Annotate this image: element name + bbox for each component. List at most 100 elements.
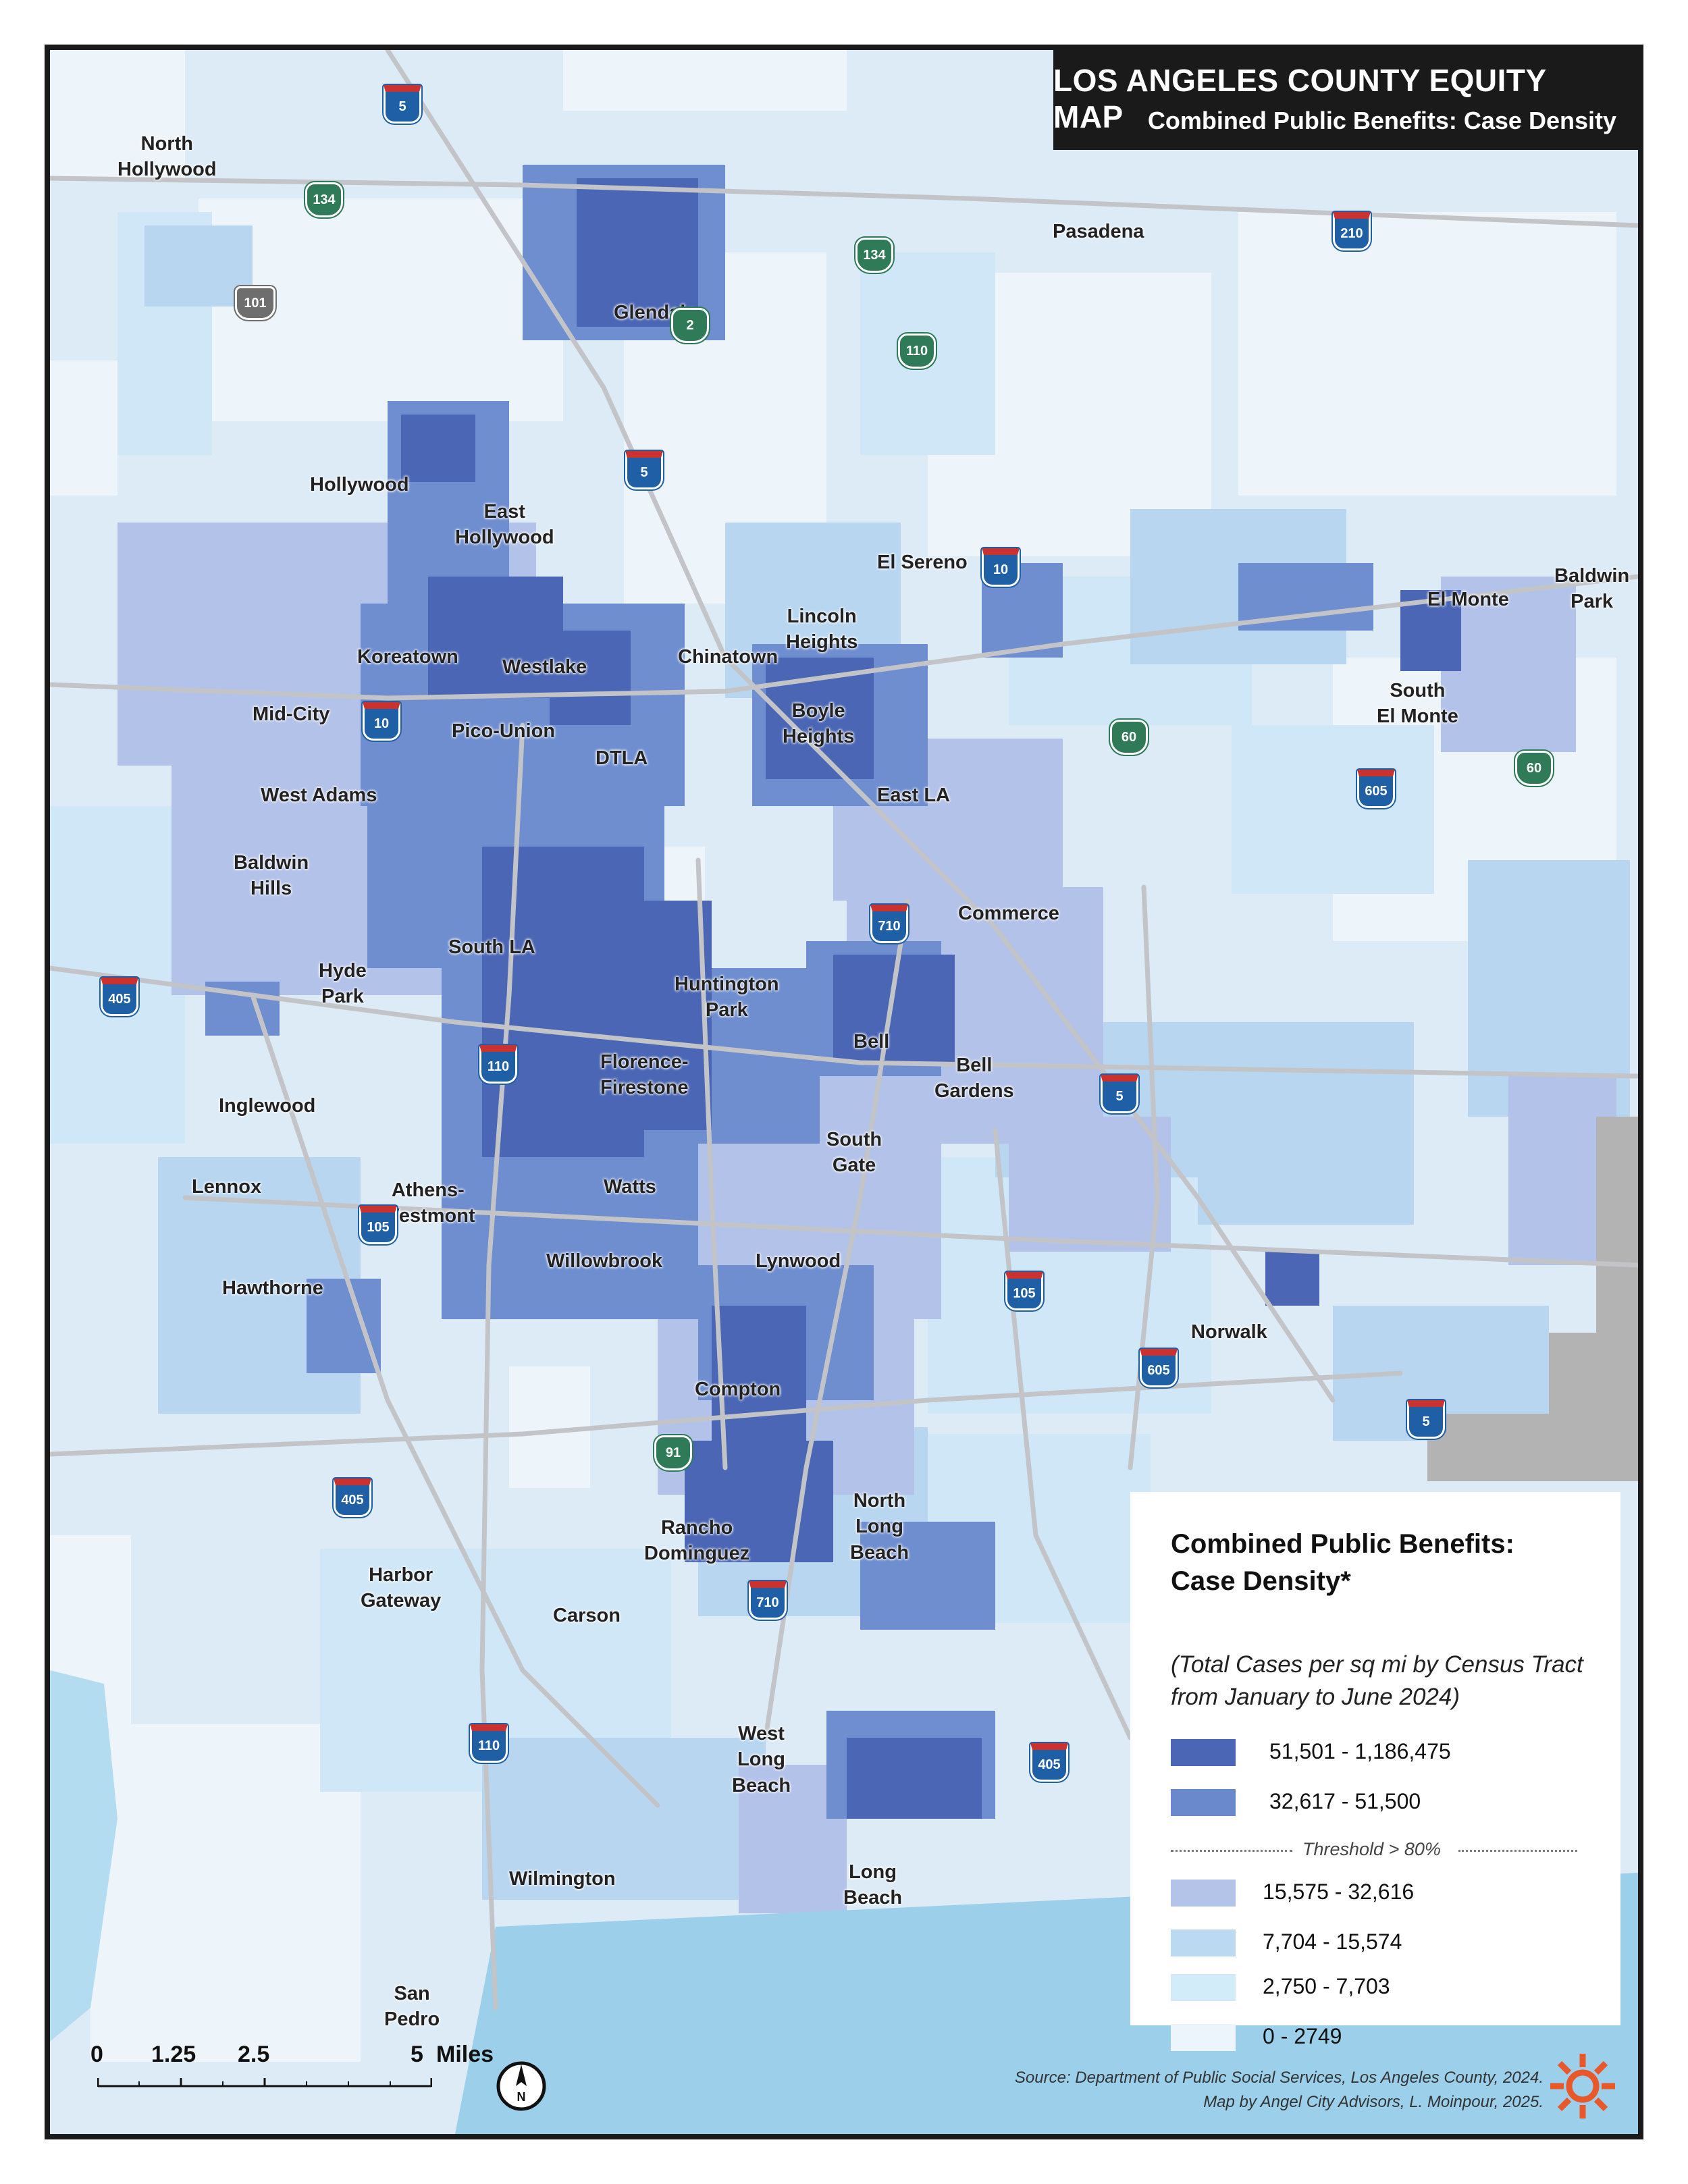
place-label: South LA xyxy=(448,936,535,958)
place-label: Lynwood xyxy=(756,1250,841,1272)
legend-threshold: Threshold > 80% xyxy=(1171,1839,1577,1859)
place-label: East LA xyxy=(877,784,950,806)
place-label: Wilmington xyxy=(509,1868,616,1890)
legend-swatch xyxy=(1171,1739,1236,1766)
place-label: Inglewood xyxy=(219,1095,316,1117)
interstate-highway-shield-icon: 105 xyxy=(359,1206,397,1244)
scale-bar-graphic xyxy=(97,2078,432,2087)
interstate-highway-shield-icon: 5 xyxy=(625,451,663,489)
place-label: North Hollywood xyxy=(117,133,217,181)
legend-label: 2,750 - 7,703 xyxy=(1263,1974,1390,1998)
place-label: El Monte xyxy=(1427,589,1509,610)
place-label: Huntington Park xyxy=(675,974,779,1021)
place-label: Chinatown xyxy=(678,646,779,668)
interstate-highway-shield-icon: 10 xyxy=(363,702,400,741)
map-title: LOS ANGELES COUNTY EQUITY MAP xyxy=(1053,63,1546,134)
legend-swatch xyxy=(1171,1880,1236,1907)
state-highway-shield-icon: 60 xyxy=(1515,751,1553,786)
place-label: Pasadena xyxy=(1053,221,1144,242)
title-box: LOS ANGELES COUNTY EQUITY MAP Combined P… xyxy=(1053,50,1638,150)
place-label: East Hollywood xyxy=(455,501,554,549)
interstate-highway-shield-icon: 10 xyxy=(982,548,1020,587)
place-label: San Pedro xyxy=(384,1983,440,2031)
interstate-highway-shield-icon: 5 xyxy=(1101,1075,1138,1113)
place-label: Hollywood xyxy=(310,474,409,496)
highway-lines xyxy=(50,50,1638,2010)
place-label: North Long Beach xyxy=(850,1490,909,1564)
legend-swatch xyxy=(1171,1974,1236,2001)
legend-row-class-2: 32,617 - 51,500 xyxy=(1171,1785,1603,1819)
interstate-highway-shield-icon: 110 xyxy=(470,1724,508,1763)
legend-row-class-6: 0 - 2749 xyxy=(1171,2020,1603,2054)
interstate-highway-shield-icon: 710 xyxy=(749,1581,787,1620)
interstate-highway-shield-icon: 405 xyxy=(101,978,138,1016)
map-frame: North Hollywood Pasadena Glendale Hollywood… xyxy=(45,45,1643,2139)
legend-note: (Total Cases per sq mi by Census Tract f… xyxy=(1171,1651,1583,1711)
place-label: South El Monte xyxy=(1377,680,1458,728)
angel-city-advisors-logo-icon xyxy=(1550,2054,1615,2119)
scale-tick-0: 0 xyxy=(90,2042,103,2067)
place-label: Pico-Union xyxy=(452,720,556,742)
place-label: DTLA xyxy=(596,747,648,769)
legend-lower-rows: 2,750 - 7,703 0 - 2749 xyxy=(1130,1970,1562,2119)
interstate-highway-shield-icon: 710 xyxy=(870,905,908,943)
place-label: Norwalk xyxy=(1191,1321,1267,1343)
scale-tick-2: 2.5 xyxy=(238,2042,270,2067)
state-highway-shield-icon: 134 xyxy=(305,182,343,217)
legend-swatch xyxy=(1171,1789,1236,1816)
place-label: Westlake xyxy=(502,656,587,678)
state-highway-shield-icon: 91 xyxy=(654,1435,692,1470)
place-label: West Long Beach xyxy=(732,1723,791,1796)
legend-title: Combined Public Benefits: Case Density* xyxy=(1171,1529,1514,1597)
state-highway-shield-icon: 134 xyxy=(855,238,893,273)
place-label: Long Beach xyxy=(843,1861,903,1909)
legend-row-class-3: 15,575 - 32,616 xyxy=(1171,1875,1603,1909)
place-label: Bell Gardens xyxy=(934,1055,1014,1102)
place-label: Commerce xyxy=(958,903,1059,924)
place-label: Hawthorne xyxy=(222,1277,323,1299)
place-label: Harbor Gateway xyxy=(361,1564,442,1612)
legend-label: 7,704 - 15,574 xyxy=(1263,1929,1402,1954)
place-label: Carson xyxy=(553,1605,621,1626)
class-1-areas xyxy=(401,178,1461,1819)
scale-tick-1: 1.25 xyxy=(151,2042,196,2067)
outside-county-area xyxy=(1427,1117,1638,1481)
place-label: Rancho Dominguez xyxy=(644,1517,750,1565)
interstate-highway-shield-icon: 5 xyxy=(384,85,421,124)
place-label: Compton xyxy=(695,1379,781,1400)
place-label: Baldwin Park xyxy=(1554,565,1630,613)
place-label: Koreatown xyxy=(357,646,458,668)
place-label: Baldwin Hills xyxy=(234,852,309,900)
source-credit: Source: Department of Public Social Serv… xyxy=(1014,2069,1544,2111)
choropleth-map xyxy=(50,50,1638,2134)
state-highway-shield-icon: 110 xyxy=(898,334,936,369)
legend-threshold-label: Threshold > 80% xyxy=(1302,1839,1441,1859)
map-subtitle: Combined Public Benefits: Case Density xyxy=(1147,107,1616,134)
legend-swatch xyxy=(1171,1929,1236,1956)
place-label: Bell xyxy=(853,1031,890,1053)
interstate-highway-shield-icon: 405 xyxy=(334,1479,371,1517)
state-highway-shield-icon: 60 xyxy=(1110,720,1148,755)
place-label: El Sereno xyxy=(877,552,968,573)
legend-row-class-4: 7,704 - 15,574 xyxy=(1171,1925,1603,1959)
legend-label: 32,617 - 51,500 xyxy=(1269,1789,1421,1813)
us-highway-shield-icon: 101 xyxy=(235,286,275,320)
interstate-highway-shield-icon: 605 xyxy=(1357,770,1395,808)
interstate-highway-shield-icon: 210 xyxy=(1333,212,1371,250)
place-label: West Adams xyxy=(261,784,377,806)
scale-tick-3: 5 xyxy=(411,2042,423,2067)
legend-label: 0 - 2749 xyxy=(1263,2024,1342,2048)
north-arrow-icon: N xyxy=(496,2061,546,2111)
legend: Combined Public Benefits: Case Density* … xyxy=(1130,1492,1620,2025)
place-label: South Gate xyxy=(826,1129,882,1177)
interstate-highway-shield-icon: 5 xyxy=(1407,1400,1445,1439)
interstate-highway-shield-icon: 605 xyxy=(1140,1349,1178,1387)
place-label: Willowbrook xyxy=(546,1250,663,1272)
place-label: Florence- Firestone xyxy=(600,1051,689,1099)
legend-row-class-1: 51,501 - 1,186,475 xyxy=(1171,1735,1603,1769)
place-label: Lincoln Heights xyxy=(786,606,858,654)
scale-unit: Miles xyxy=(436,2042,494,2067)
place-label: Boyle Heights xyxy=(783,700,855,748)
interstate-highway-shield-icon: 110 xyxy=(479,1045,517,1084)
legend-swatch xyxy=(1171,2024,1236,2051)
